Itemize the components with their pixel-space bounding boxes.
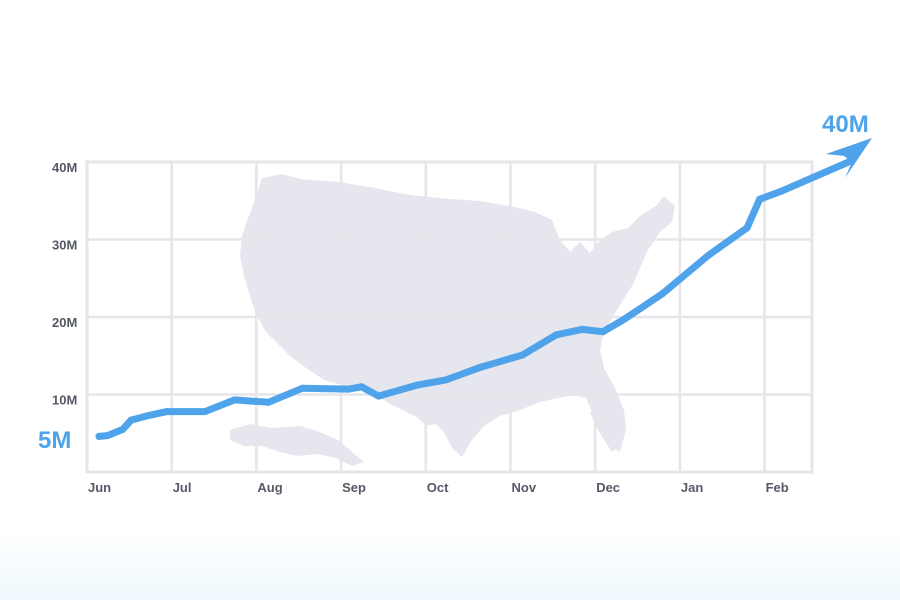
end-value-label: 40M [822, 111, 869, 138]
data-point [201, 408, 209, 416]
data-point [705, 251, 713, 259]
data-point [620, 315, 628, 323]
x-tick-label: Sep [342, 480, 366, 495]
paper-plane-icon [826, 138, 872, 178]
data-point [142, 412, 150, 420]
data-point [163, 408, 171, 416]
x-tick-label: Jun [88, 480, 111, 495]
data-point [519, 351, 526, 359]
y-tick-label: 10M [52, 393, 77, 408]
usa-map-mainland [240, 174, 675, 457]
y-tick-label: 20M [52, 315, 77, 330]
data-point [552, 331, 560, 339]
x-tick-label: Nov [512, 480, 537, 495]
x-tick-label: Dec [596, 480, 620, 495]
data-point [95, 432, 103, 440]
data-point [345, 385, 353, 393]
x-tick-label: Aug [257, 480, 282, 495]
data-point [599, 328, 607, 336]
y-tick-label: 40M [52, 160, 77, 175]
data-point [127, 416, 135, 424]
data-point [375, 392, 383, 400]
start-value-label: 5M [38, 427, 71, 454]
x-tick-label: Jan [681, 480, 703, 495]
data-point [298, 384, 306, 392]
data-point [264, 398, 272, 406]
y-tick-label: 30M [52, 238, 77, 253]
usa-map-florida [590, 412, 618, 452]
usa-map-alaska [230, 424, 364, 466]
data-point [119, 425, 127, 433]
data-point [756, 195, 764, 203]
x-tick-label: Feb [766, 480, 789, 495]
data-point [442, 376, 450, 384]
series-layer [95, 158, 853, 440]
data-point [358, 383, 366, 391]
chart-grid [85, 160, 814, 474]
data-point [476, 363, 484, 371]
data-point [578, 325, 586, 333]
data-point [413, 381, 421, 389]
data-point [743, 224, 751, 232]
usa-map-silhouette [230, 174, 675, 466]
series-line [95, 158, 853, 440]
data-point [231, 396, 239, 404]
data-point [777, 187, 785, 195]
axis-ticks: 10M 20M 30M 40M Jun Jul Aug Sep Oct Nov Dec Jan Feb [52, 160, 789, 495]
data-point [103, 432, 111, 440]
data-point [658, 290, 666, 298]
x-tick-label: Jul [173, 480, 192, 495]
callouts: 5M 40M [38, 111, 872, 454]
x-tick-label: Oct [427, 480, 449, 495]
data-point [497, 357, 505, 365]
